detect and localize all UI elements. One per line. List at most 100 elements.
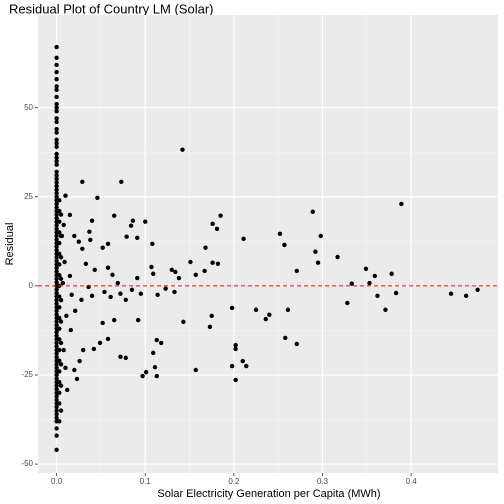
- y-tick-label: -50: [21, 459, 33, 468]
- point: [54, 255, 59, 260]
- point: [57, 419, 62, 424]
- point: [54, 426, 59, 431]
- point: [57, 347, 62, 353]
- point: [54, 191, 59, 196]
- point: [54, 141, 59, 146]
- point: [54, 69, 59, 75]
- point: [72, 367, 77, 373]
- point: [58, 362, 64, 367]
- point: [294, 341, 300, 347]
- point: [68, 327, 73, 333]
- point: [229, 305, 235, 311]
- point: [54, 362, 59, 367]
- point: [58, 340, 64, 346]
- point: [283, 335, 288, 341]
- point: [89, 218, 95, 223]
- point: [58, 255, 64, 260]
- point: [155, 292, 160, 297]
- point: [263, 316, 268, 322]
- point: [77, 358, 82, 364]
- point: [54, 397, 59, 403]
- point: [63, 365, 68, 371]
- point: [172, 289, 177, 295]
- point: [54, 62, 59, 68]
- point: [57, 198, 62, 203]
- point: [54, 333, 59, 338]
- point: [54, 180, 59, 185]
- point: [91, 346, 97, 352]
- point: [389, 271, 394, 276]
- point: [100, 320, 105, 326]
- point: [54, 215, 59, 221]
- plot-panel: [38, 15, 498, 473]
- point: [54, 376, 59, 381]
- point: [215, 261, 221, 266]
- point: [58, 383, 64, 388]
- point: [62, 259, 67, 265]
- point: [54, 322, 59, 328]
- point: [399, 201, 404, 207]
- point: [79, 297, 84, 302]
- point: [97, 340, 103, 346]
- point: [57, 219, 62, 224]
- point: [57, 369, 62, 374]
- point: [88, 237, 93, 243]
- point: [54, 116, 59, 121]
- point: [54, 351, 59, 356]
- point: [54, 130, 59, 135]
- point: [58, 319, 64, 324]
- point: [57, 401, 62, 406]
- point: [57, 240, 62, 246]
- point: [193, 272, 198, 278]
- point: [105, 241, 111, 247]
- point: [57, 315, 62, 321]
- point: [67, 212, 73, 218]
- point: [210, 221, 215, 227]
- point: [54, 84, 59, 89]
- point: [54, 308, 59, 314]
- point: [73, 308, 78, 314]
- point: [54, 276, 59, 281]
- point: [54, 205, 59, 210]
- point: [54, 155, 59, 160]
- point: [54, 404, 59, 410]
- point: [149, 264, 154, 270]
- point: [129, 287, 135, 292]
- point: [54, 169, 59, 175]
- point: [154, 373, 159, 379]
- point: [115, 280, 120, 286]
- point: [210, 260, 215, 265]
- point: [130, 218, 136, 223]
- point: [54, 354, 59, 360]
- point: [143, 369, 149, 375]
- point: [57, 390, 62, 396]
- point: [54, 87, 59, 93]
- point: [181, 319, 186, 325]
- point: [54, 101, 59, 107]
- point: [54, 233, 59, 239]
- point: [54, 137, 59, 142]
- point: [58, 297, 64, 303]
- point: [58, 212, 64, 217]
- point: [118, 354, 123, 360]
- point: [285, 307, 291, 312]
- point: [383, 307, 388, 312]
- point: [209, 313, 214, 319]
- y-axis-title: Residual: [4, 223, 16, 266]
- point: [294, 268, 300, 274]
- y-tick-label: 0: [29, 281, 34, 290]
- point: [128, 223, 134, 228]
- point: [277, 231, 283, 237]
- point: [54, 280, 59, 285]
- y-tick-label: 25: [24, 192, 33, 201]
- point: [54, 109, 59, 114]
- point: [118, 291, 123, 296]
- point: [54, 183, 59, 189]
- x-axis-title: Solar Electricity Generation per Capita …: [157, 488, 380, 500]
- point: [83, 261, 89, 266]
- point: [335, 254, 340, 260]
- point: [105, 265, 111, 270]
- point: [87, 229, 92, 234]
- point: [80, 179, 85, 185]
- point: [54, 301, 59, 306]
